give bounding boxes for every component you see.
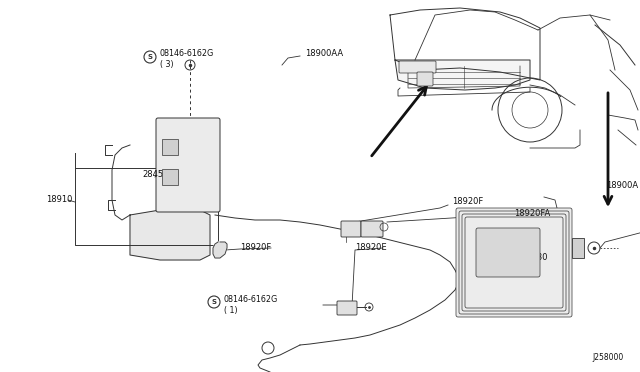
Polygon shape xyxy=(395,60,530,90)
Polygon shape xyxy=(213,242,227,258)
Text: 18920F: 18920F xyxy=(452,198,483,206)
Text: 18920FA: 18920FA xyxy=(514,208,550,218)
Text: 28452Q: 28452Q xyxy=(142,170,175,179)
Text: S: S xyxy=(211,299,216,305)
Text: ( 3): ( 3) xyxy=(160,60,173,68)
FancyBboxPatch shape xyxy=(399,61,436,73)
FancyBboxPatch shape xyxy=(361,221,383,237)
Text: 18900A: 18900A xyxy=(606,182,638,190)
Text: J258000: J258000 xyxy=(593,353,624,362)
Text: 18930: 18930 xyxy=(522,253,548,263)
Text: 18920E: 18920E xyxy=(355,244,387,253)
FancyBboxPatch shape xyxy=(156,118,220,212)
FancyBboxPatch shape xyxy=(456,208,572,317)
FancyBboxPatch shape xyxy=(337,301,357,315)
FancyBboxPatch shape xyxy=(417,72,433,86)
FancyBboxPatch shape xyxy=(476,228,540,277)
Text: ( 1): ( 1) xyxy=(224,305,237,314)
Text: 18910: 18910 xyxy=(45,196,72,205)
FancyBboxPatch shape xyxy=(341,221,361,237)
Text: 18900AA: 18900AA xyxy=(305,49,343,58)
Text: 18920F: 18920F xyxy=(240,244,271,253)
Text: 08146-6162G: 08146-6162G xyxy=(224,295,278,304)
FancyBboxPatch shape xyxy=(162,139,178,155)
Text: S: S xyxy=(147,54,152,60)
FancyBboxPatch shape xyxy=(162,169,178,185)
FancyBboxPatch shape xyxy=(572,238,584,258)
Polygon shape xyxy=(130,210,210,260)
Text: 08146-6162G: 08146-6162G xyxy=(160,48,214,58)
